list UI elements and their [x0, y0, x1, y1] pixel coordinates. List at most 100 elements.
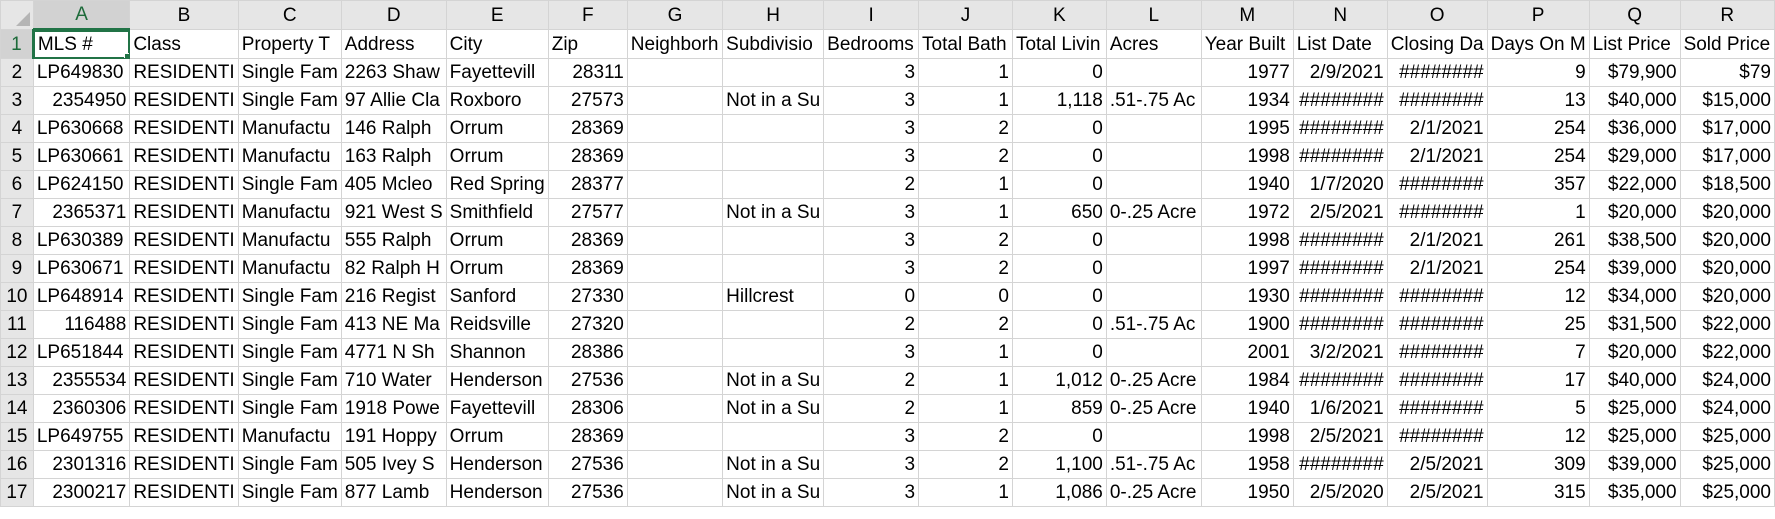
- cell-f14[interactable]: 28306: [547, 394, 628, 423]
- cell-p3[interactable]: 13: [1486, 86, 1590, 115]
- header-cell-k[interactable]: Total Livin: [1011, 29, 1107, 59]
- cell-e13[interactable]: Henderson: [445, 366, 549, 395]
- cell-g4[interactable]: [626, 114, 724, 143]
- cell-o2[interactable]: ########: [1386, 58, 1488, 87]
- cell-h6[interactable]: [722, 170, 825, 199]
- cell-k13[interactable]: 1,012: [1011, 366, 1107, 395]
- row-header-16[interactable]: 16: [0, 450, 34, 479]
- cell-c5[interactable]: Manufactu: [237, 142, 342, 171]
- cell-j3[interactable]: 1: [918, 86, 1013, 115]
- cell-h2[interactable]: [722, 58, 825, 87]
- cell-q6[interactable]: $22,000: [1588, 170, 1681, 199]
- cell-j6[interactable]: 1: [918, 170, 1013, 199]
- cell-e9[interactable]: Orrum: [445, 254, 549, 283]
- cell-l10[interactable]: [1105, 282, 1202, 311]
- cell-a16[interactable]: 2301316: [32, 450, 131, 479]
- cell-n6[interactable]: 1/7/2020: [1292, 170, 1388, 199]
- cell-e4[interactable]: Orrum: [445, 114, 549, 143]
- cell-j2[interactable]: 1: [918, 58, 1013, 87]
- cell-e7[interactable]: Smithfield: [445, 198, 549, 227]
- cell-i5[interactable]: 3: [823, 142, 920, 171]
- column-header-b[interactable]: B: [129, 0, 239, 30]
- cell-b15[interactable]: RESIDENTI: [129, 422, 239, 451]
- cell-g10[interactable]: [626, 282, 724, 311]
- cell-l16[interactable]: .51-.75 Ac: [1105, 450, 1202, 479]
- cell-n8[interactable]: ########: [1292, 226, 1388, 255]
- cell-a9[interactable]: LP630671: [32, 254, 131, 283]
- cell-h17[interactable]: Not in a Su: [722, 478, 825, 507]
- cell-r12[interactable]: $22,000: [1679, 338, 1775, 367]
- cell-c13[interactable]: Single Fam: [237, 366, 342, 395]
- cell-f4[interactable]: 28369: [547, 114, 628, 143]
- cell-p16[interactable]: 309: [1486, 450, 1590, 479]
- cell-m16[interactable]: 1958: [1200, 450, 1294, 479]
- row-header-10[interactable]: 10: [0, 282, 34, 311]
- cell-l6[interactable]: [1105, 170, 1202, 199]
- cell-a8[interactable]: LP630389: [32, 226, 131, 255]
- cell-d14[interactable]: 1918 Powe: [340, 394, 447, 423]
- cell-m14[interactable]: 1940: [1200, 394, 1294, 423]
- cell-r10[interactable]: $20,000: [1679, 282, 1775, 311]
- cell-m12[interactable]: 2001: [1200, 338, 1294, 367]
- cell-a2[interactable]: LP649830: [32, 58, 131, 87]
- cell-a17[interactable]: 2300217: [32, 478, 131, 507]
- cell-o12[interactable]: ########: [1386, 338, 1488, 367]
- cell-o14[interactable]: ########: [1386, 394, 1488, 423]
- cell-q4[interactable]: $36,000: [1588, 114, 1681, 143]
- column-header-n[interactable]: N: [1292, 0, 1388, 30]
- cell-k11[interactable]: 0: [1011, 310, 1107, 339]
- header-cell-r[interactable]: Sold Price: [1679, 29, 1775, 59]
- cell-p17[interactable]: 315: [1486, 478, 1590, 507]
- row-header-17[interactable]: 17: [0, 478, 34, 507]
- cell-m17[interactable]: 1950: [1200, 478, 1294, 507]
- cell-b9[interactable]: RESIDENTI: [129, 254, 239, 283]
- column-header-q[interactable]: Q: [1588, 0, 1681, 30]
- cell-m6[interactable]: 1940: [1200, 170, 1294, 199]
- cell-m15[interactable]: 1998: [1200, 422, 1294, 451]
- cell-n15[interactable]: 2/5/2021: [1292, 422, 1388, 451]
- cell-b8[interactable]: RESIDENTI: [129, 226, 239, 255]
- cell-e16[interactable]: Henderson: [445, 450, 549, 479]
- cell-r15[interactable]: $25,000: [1679, 422, 1775, 451]
- column-header-d[interactable]: D: [340, 0, 447, 30]
- cell-c14[interactable]: Single Fam: [237, 394, 342, 423]
- cell-f9[interactable]: 28369: [547, 254, 628, 283]
- cell-a14[interactable]: 2360306: [32, 394, 131, 423]
- cell-d3[interactable]: 97 Allie Cla: [340, 86, 447, 115]
- cell-h7[interactable]: Not in a Su: [722, 198, 825, 227]
- cell-l8[interactable]: [1105, 226, 1202, 255]
- cell-c16[interactable]: Single Fam: [237, 450, 342, 479]
- cell-i8[interactable]: 3: [823, 226, 920, 255]
- cell-q13[interactable]: $40,000: [1588, 366, 1681, 395]
- cell-d13[interactable]: 710 Water: [340, 366, 447, 395]
- cell-g7[interactable]: [626, 198, 724, 227]
- cell-i13[interactable]: 2: [823, 366, 920, 395]
- column-header-r[interactable]: R: [1679, 0, 1775, 30]
- cell-f11[interactable]: 27320: [547, 310, 628, 339]
- cell-i12[interactable]: 3: [823, 338, 920, 367]
- header-cell-p[interactable]: Days On M: [1486, 29, 1590, 59]
- cell-g12[interactable]: [626, 338, 724, 367]
- cell-j13[interactable]: 1: [918, 366, 1013, 395]
- header-cell-n[interactable]: List Date: [1292, 29, 1388, 59]
- cell-d4[interactable]: 146 Ralph: [340, 114, 447, 143]
- cell-h11[interactable]: [722, 310, 825, 339]
- cell-e10[interactable]: Sanford: [445, 282, 549, 311]
- cell-o8[interactable]: 2/1/2021: [1386, 226, 1488, 255]
- cell-b3[interactable]: RESIDENTI: [129, 86, 239, 115]
- cell-o4[interactable]: 2/1/2021: [1386, 114, 1488, 143]
- cell-b7[interactable]: RESIDENTI: [129, 198, 239, 227]
- cell-b2[interactable]: RESIDENTI: [129, 58, 239, 87]
- cell-d6[interactable]: 405 Mcleo: [340, 170, 447, 199]
- cell-d16[interactable]: 505 Ivey S: [340, 450, 447, 479]
- cell-i3[interactable]: 3: [823, 86, 920, 115]
- cell-q17[interactable]: $35,000: [1588, 478, 1681, 507]
- header-cell-i[interactable]: Bedrooms: [823, 29, 920, 59]
- column-header-e[interactable]: E: [445, 0, 549, 30]
- cell-l9[interactable]: [1105, 254, 1202, 283]
- cell-m8[interactable]: 1998: [1200, 226, 1294, 255]
- cell-i14[interactable]: 2: [823, 394, 920, 423]
- cell-g2[interactable]: [626, 58, 724, 87]
- header-cell-o[interactable]: Closing Da: [1386, 29, 1488, 59]
- cell-o6[interactable]: ########: [1386, 170, 1488, 199]
